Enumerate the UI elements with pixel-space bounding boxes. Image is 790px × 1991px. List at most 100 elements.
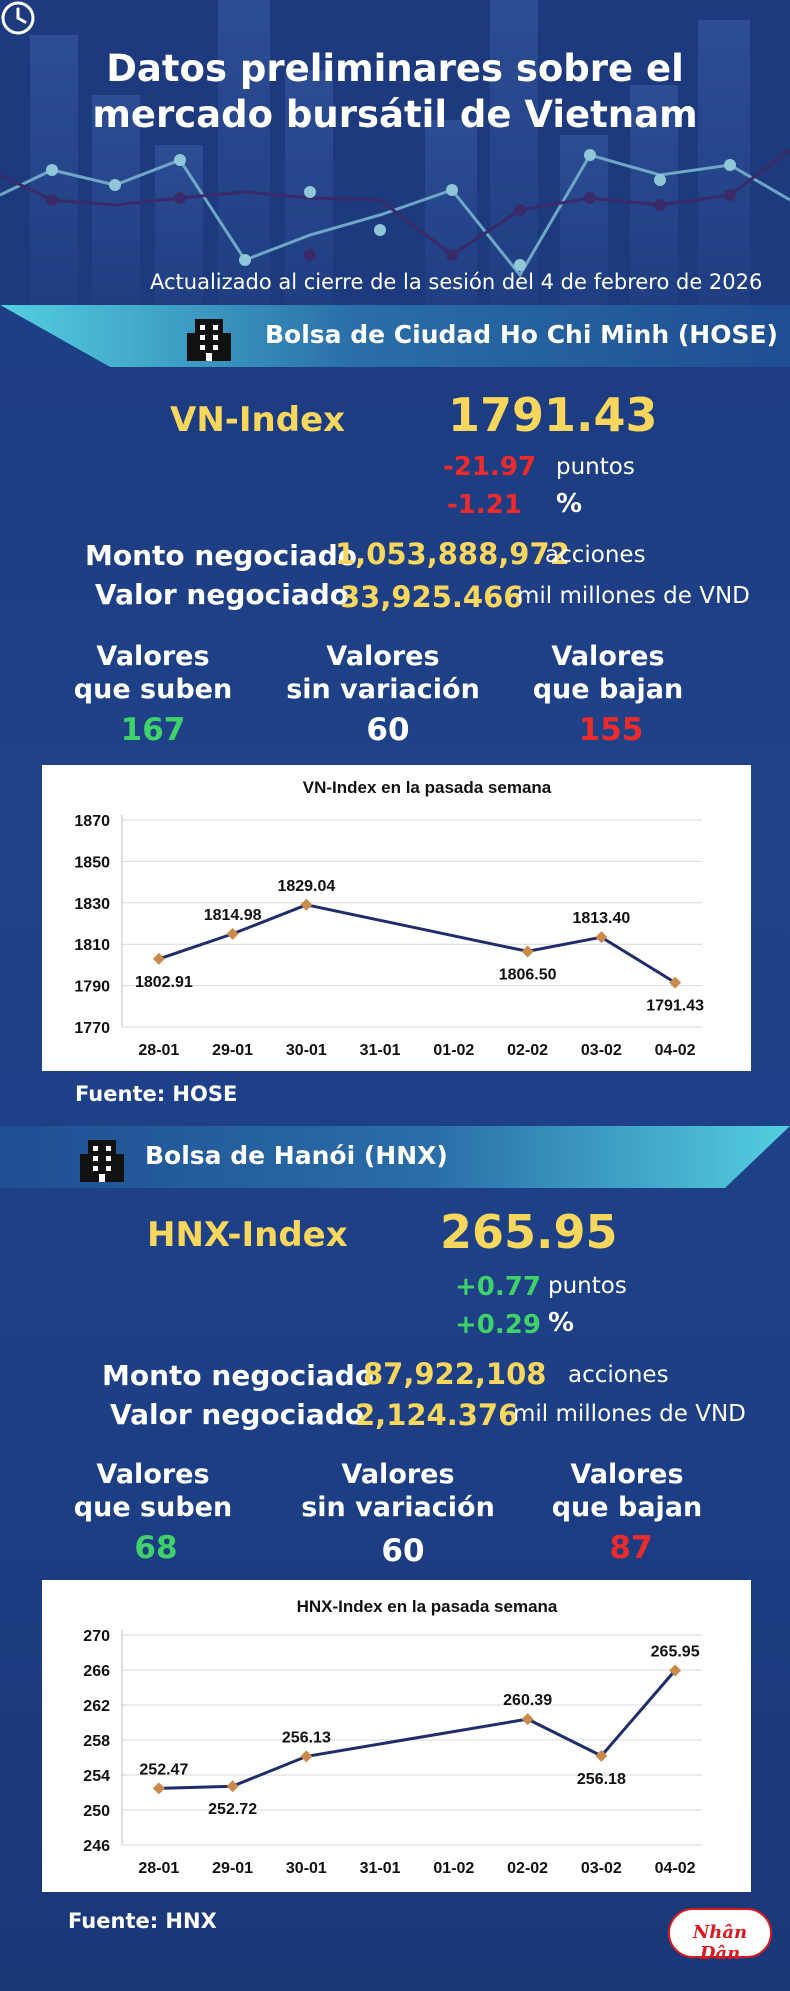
hose-x-tick-label: 02-02	[507, 1042, 548, 1059]
hnx-chart: HNX-Index en la pasada semana 246 250 254 25…	[83, 1597, 702, 1877]
hnx-down-l2: que bajan	[551, 1492, 703, 1523]
hose-index-name: VN-Index	[170, 400, 346, 440]
hose-y-tick-label: 1810	[74, 937, 110, 954]
hnx-change-points: +0.77	[455, 1272, 541, 1302]
hose-x-tick-label: 01-02	[433, 1042, 474, 1059]
hnx-down-l1: Valores	[570, 1459, 684, 1490]
hnx-x-tick-label: 03-02	[581, 1860, 622, 1877]
hnx-chart-title: HNX-Index en la pasada semana	[297, 1597, 558, 1616]
page-title: Datos preliminares sobre el mercado burs…	[0, 46, 790, 138]
hnx-value: 2,124.376	[355, 1398, 519, 1432]
hose-y-tick-label: 1870	[74, 813, 110, 830]
hnx-series-line	[158, 1669, 677, 1790]
hose-index-value: 1791.43	[448, 388, 658, 442]
hnx-volume-label: Monto negociado	[102, 1359, 374, 1392]
hose-data-label: 1802.91	[135, 974, 193, 991]
building-icon	[80, 1140, 124, 1182]
hero-header: Datos preliminares sobre el mercado burs…	[0, 0, 790, 305]
hose-data-label: 1791.43	[646, 998, 704, 1015]
hose-up-l2: que suben	[73, 674, 233, 705]
hnx-x-tick-label: 29-01	[212, 1860, 253, 1877]
hose-flat-heading: Valores sin variación	[268, 640, 498, 706]
hose-up-heading: Valores que suben	[38, 640, 268, 706]
hose-chart-panel: VN-Index en la pasada semana 1770 1790 1810…	[42, 765, 751, 1071]
hnx-data-label: 256.13	[282, 1729, 331, 1746]
hnx-y-tick-label: 254	[83, 1768, 110, 1785]
hnx-data-point	[226, 1780, 239, 1793]
updated-note: Actualizado al cierre de la sesión del 4…	[150, 270, 763, 294]
logo-text: Nhân Dân	[692, 1922, 748, 1964]
hnx-index-value: 265.95	[440, 1205, 618, 1259]
hose-data-point	[300, 898, 313, 911]
hose-data-point	[669, 976, 682, 989]
hnx-value-unit: mil millones de VND	[513, 1401, 746, 1427]
hose-volume-unit: acciones	[545, 542, 646, 568]
building-icon	[187, 319, 231, 361]
hnx-index-name: HNX-Index	[147, 1215, 348, 1255]
hose-y-tick-label: 1770	[74, 1020, 110, 1037]
hnx-x-tick-label: 01-02	[433, 1860, 474, 1877]
hnx-volume: 87,922,108	[363, 1357, 547, 1391]
hose-change-percent: -1.21	[447, 490, 522, 520]
hose-down-heading: Valores que bajan	[493, 640, 723, 706]
hnx-up-l1: Valores	[96, 1459, 210, 1490]
hnx-data-label: 265.95	[651, 1643, 700, 1660]
hnx-flat-l1: Valores	[341, 1459, 455, 1490]
hose-banner-title: Bolsa de Ciudad Ho Chi Minh (HOSE)	[265, 320, 778, 349]
hnx-points-label: puntos	[548, 1273, 627, 1299]
hnx-percent-label: %	[548, 1308, 575, 1338]
hnx-data-point	[300, 1750, 313, 1763]
hose-x-tick-label: 03-02	[581, 1042, 622, 1059]
hnx-flat-l2: sin variación	[301, 1492, 495, 1523]
hnx-data-label: 256.18	[577, 1771, 626, 1788]
hose-data-point	[521, 945, 534, 958]
hnx-x-tick-label: 31-01	[360, 1860, 401, 1877]
hnx-x-tick-label: 28-01	[138, 1860, 179, 1877]
hnx-data-point	[152, 1782, 165, 1795]
hnx-data-label: 260.39	[503, 1692, 552, 1709]
hnx-x-tick-label: 30-01	[286, 1860, 327, 1877]
hnx-down-heading: Valores que bajan	[512, 1458, 742, 1524]
hose-source: Fuente: HOSE	[75, 1082, 238, 1106]
hose-x-tick-label: 31-01	[360, 1042, 401, 1059]
hnx-y-tick-label: 250	[83, 1803, 110, 1820]
hnx-data-point	[595, 1749, 608, 1762]
hose-value-label: Valor negociado	[95, 578, 349, 611]
hnx-banner-title: Bolsa de Hanói (HNX)	[145, 1141, 448, 1170]
hose-percent-label: %	[556, 489, 583, 519]
hnx-y-tick-label: 246	[83, 1838, 110, 1855]
title-line-1: Datos preliminares sobre el	[106, 47, 684, 90]
hose-data-label: 1806.50	[499, 966, 557, 983]
hose-data-point	[152, 952, 165, 965]
hnx-up-count: 68	[134, 1530, 178, 1566]
hose-chart-title: VN-Index en la pasada semana	[303, 778, 552, 797]
hose-data-label: 1814.98	[204, 907, 262, 924]
hose-down-l2: que bajan	[532, 674, 684, 705]
hnx-source: Fuente: HNX	[68, 1909, 217, 1933]
hose-x-tick-label: 29-01	[212, 1042, 253, 1059]
hose-data-label: 1813.40	[572, 910, 630, 927]
nhandan-logo[interactable]: Nhân Dân	[668, 1908, 772, 1964]
hose-change-points: -21.97	[443, 452, 537, 482]
hnx-chart-panel: HNX-Index en la pasada semana 246 250 254 25…	[42, 1580, 751, 1892]
hnx-change-percent: +0.29	[455, 1310, 541, 1340]
hnx-data-label: 252.47	[139, 1761, 188, 1778]
hnx-data-point	[521, 1713, 534, 1726]
hose-y-tick-label: 1790	[74, 979, 110, 996]
hnx-x-tick-label: 04-02	[655, 1860, 696, 1877]
hnx-value-label: Valor negociado	[110, 1398, 364, 1431]
hose-flat-count: 60	[366, 712, 410, 748]
hnx-y-tick-label: 270	[83, 1628, 110, 1645]
hose-volume-label: Monto negociado	[85, 539, 357, 572]
hose-x-tick-label: 04-02	[655, 1042, 696, 1059]
clock-icon	[1, 1, 35, 35]
hose-x-tick-label: 28-01	[138, 1042, 179, 1059]
hose-banner: Bolsa de Ciudad Ho Chi Minh (HOSE)	[0, 305, 790, 367]
hose-down-l1: Valores	[551, 641, 665, 672]
hose-points-label: puntos	[556, 454, 635, 480]
hose-y-tick-label: 1830	[74, 896, 110, 913]
hnx-flat-heading: Valores sin variación	[283, 1458, 513, 1524]
hnx-up-heading: Valores que suben	[38, 1458, 268, 1524]
hose-data-point	[595, 931, 608, 944]
